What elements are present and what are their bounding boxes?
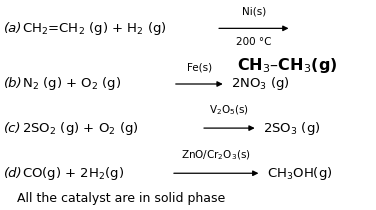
Text: 200 °C: 200 °C bbox=[236, 37, 271, 47]
Text: 2NO$_3$ (g): 2NO$_3$ (g) bbox=[231, 76, 290, 92]
Text: CH$_2$=CH$_2$ (g) + H$_2$ (g): CH$_2$=CH$_2$ (g) + H$_2$ (g) bbox=[22, 20, 167, 37]
Text: CH$_3$OH(g): CH$_3$OH(g) bbox=[267, 165, 332, 182]
Text: 2SO$_3$ (g): 2SO$_3$ (g) bbox=[263, 120, 321, 136]
Text: V$_2$O$_5$(s): V$_2$O$_5$(s) bbox=[209, 103, 249, 117]
Text: CH$_3$–CH$_3$(g): CH$_3$–CH$_3$(g) bbox=[237, 56, 337, 75]
Text: (b): (b) bbox=[4, 77, 23, 91]
Text: All the catalyst are in solid phase: All the catalyst are in solid phase bbox=[17, 192, 225, 205]
Text: (d): (d) bbox=[4, 167, 23, 180]
Text: Fe(s): Fe(s) bbox=[187, 62, 212, 72]
Text: CO(g) + 2H$_2$(g): CO(g) + 2H$_2$(g) bbox=[22, 165, 124, 182]
Text: Ni(s): Ni(s) bbox=[242, 7, 266, 17]
Text: (c): (c) bbox=[4, 122, 21, 135]
Text: ZnO/Cr$_2$O$_3$(s): ZnO/Cr$_2$O$_3$(s) bbox=[181, 148, 251, 162]
Text: (a): (a) bbox=[4, 22, 22, 35]
Text: 2SO$_2$ (g) + O$_2$ (g): 2SO$_2$ (g) + O$_2$ (g) bbox=[22, 120, 138, 136]
Text: N$_2$ (g) + O$_2$ (g): N$_2$ (g) + O$_2$ (g) bbox=[22, 76, 121, 92]
